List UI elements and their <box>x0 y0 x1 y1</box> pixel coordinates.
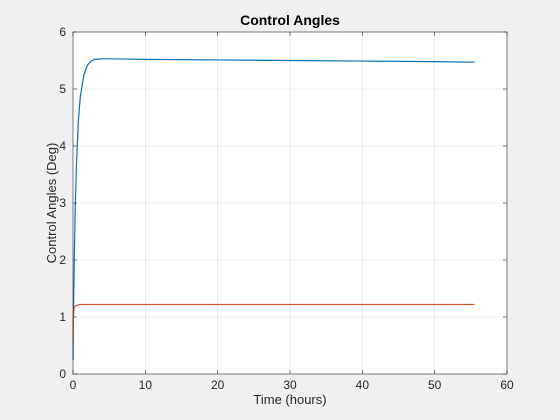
y-tick-label: 2 <box>59 253 66 267</box>
x-tick-label: 20 <box>211 378 225 392</box>
series-line-1 <box>72 58 475 360</box>
x-tick-label: 0 <box>70 378 77 392</box>
y-tick-label: 5 <box>59 82 66 96</box>
x-tick-label: 10 <box>139 378 153 392</box>
y-axis-label: Control Angles (Deg) <box>44 143 59 264</box>
x-tick-labels: 0 10 20 30 40 50 60 <box>70 378 514 392</box>
chart-title: Control Angles <box>240 12 340 28</box>
x-axis-label: Time (hours) <box>253 392 326 407</box>
grid-lines <box>73 32 507 374</box>
series-line-2 <box>72 303 475 343</box>
y-tick-label: 0 <box>59 367 66 381</box>
y-tick-labels: 0 1 2 3 4 5 6 <box>59 25 66 381</box>
y-tick-label: 4 <box>59 139 66 153</box>
x-tick-label: 40 <box>356 378 370 392</box>
y-tick-label: 1 <box>59 310 66 324</box>
x-tick-label: 50 <box>428 378 442 392</box>
tick-marks <box>72 31 508 375</box>
x-tick-label: 60 <box>500 378 514 392</box>
y-tick-label: 6 <box>59 25 66 39</box>
x-tick-label: 30 <box>283 378 297 392</box>
series-group <box>72 58 475 360</box>
y-tick-label: 3 <box>59 196 66 210</box>
